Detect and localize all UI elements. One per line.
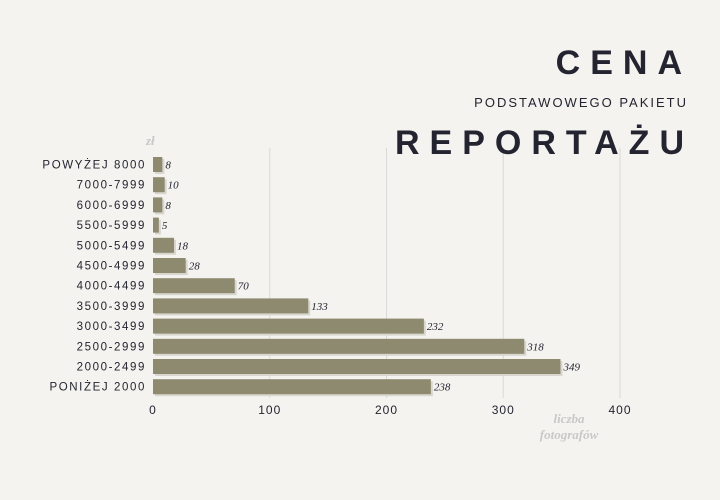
x-tick-label: 300 — [492, 403, 515, 417]
category-label: 2500-2999 — [77, 341, 146, 353]
x-axis-title-line1: liczba — [553, 411, 585, 426]
value-label: 133 — [311, 301, 328, 313]
chart-title-line2: PODSTAWOWEGO PAKIETU — [474, 95, 688, 110]
category-label: 2000-2499 — [77, 362, 146, 374]
category-label: 5500-5999 — [77, 220, 146, 232]
y-axis-title: zł — [145, 133, 155, 148]
bar — [153, 258, 186, 273]
bar — [153, 157, 163, 172]
value-label: 232 — [427, 321, 444, 333]
bar — [153, 318, 424, 334]
value-label: 318 — [526, 341, 544, 353]
bar — [153, 338, 525, 354]
value-label: 8 — [165, 160, 171, 172]
category-label: 6000-6999 — [77, 200, 146, 212]
category-label: 4500-4999 — [77, 261, 146, 273]
category-label: PONIŻEJ 2000 — [49, 381, 146, 394]
value-label: 5 — [162, 220, 168, 232]
x-tick-label: 100 — [258, 403, 281, 417]
bar — [153, 298, 309, 314]
value-label: 70 — [238, 281, 250, 293]
x-axis-title-line2: fotografów — [540, 427, 599, 442]
bar — [153, 177, 165, 193]
value-label: 18 — [177, 240, 189, 252]
value-label: 28 — [189, 261, 201, 273]
bar — [153, 278, 235, 294]
labels: POWYŻEJ 8000 8 7000-7999 10 6000-6999 8 5500-5… — [42, 159, 580, 394]
bar — [153, 359, 561, 374]
bar — [153, 237, 175, 253]
x-tick-label: 400 — [608, 403, 631, 417]
x-tick-label: 200 — [375, 403, 398, 417]
value-label: 10 — [168, 180, 180, 192]
x-tick-label: 0 — [149, 403, 157, 417]
value-label: 349 — [562, 362, 580, 374]
bar — [153, 197, 163, 213]
category-label: POWYŻEJ 8000 — [42, 159, 146, 172]
bar — [153, 217, 159, 233]
chart-title-line1: CENA — [555, 44, 692, 82]
category-label: 3500-3999 — [77, 301, 146, 313]
chart-title-line3: REPORTAŻU — [394, 124, 694, 162]
value-label: 238 — [434, 382, 451, 394]
category-label: 4000-4499 — [77, 281, 146, 293]
category-label: 5000-5499 — [77, 240, 146, 252]
category-label: 7000-7999 — [77, 180, 146, 192]
bar — [153, 379, 431, 395]
bars — [153, 157, 563, 397]
value-label: 8 — [165, 200, 171, 212]
grid-lines — [269, 148, 621, 398]
category-label: 3000-3499 — [77, 321, 146, 333]
